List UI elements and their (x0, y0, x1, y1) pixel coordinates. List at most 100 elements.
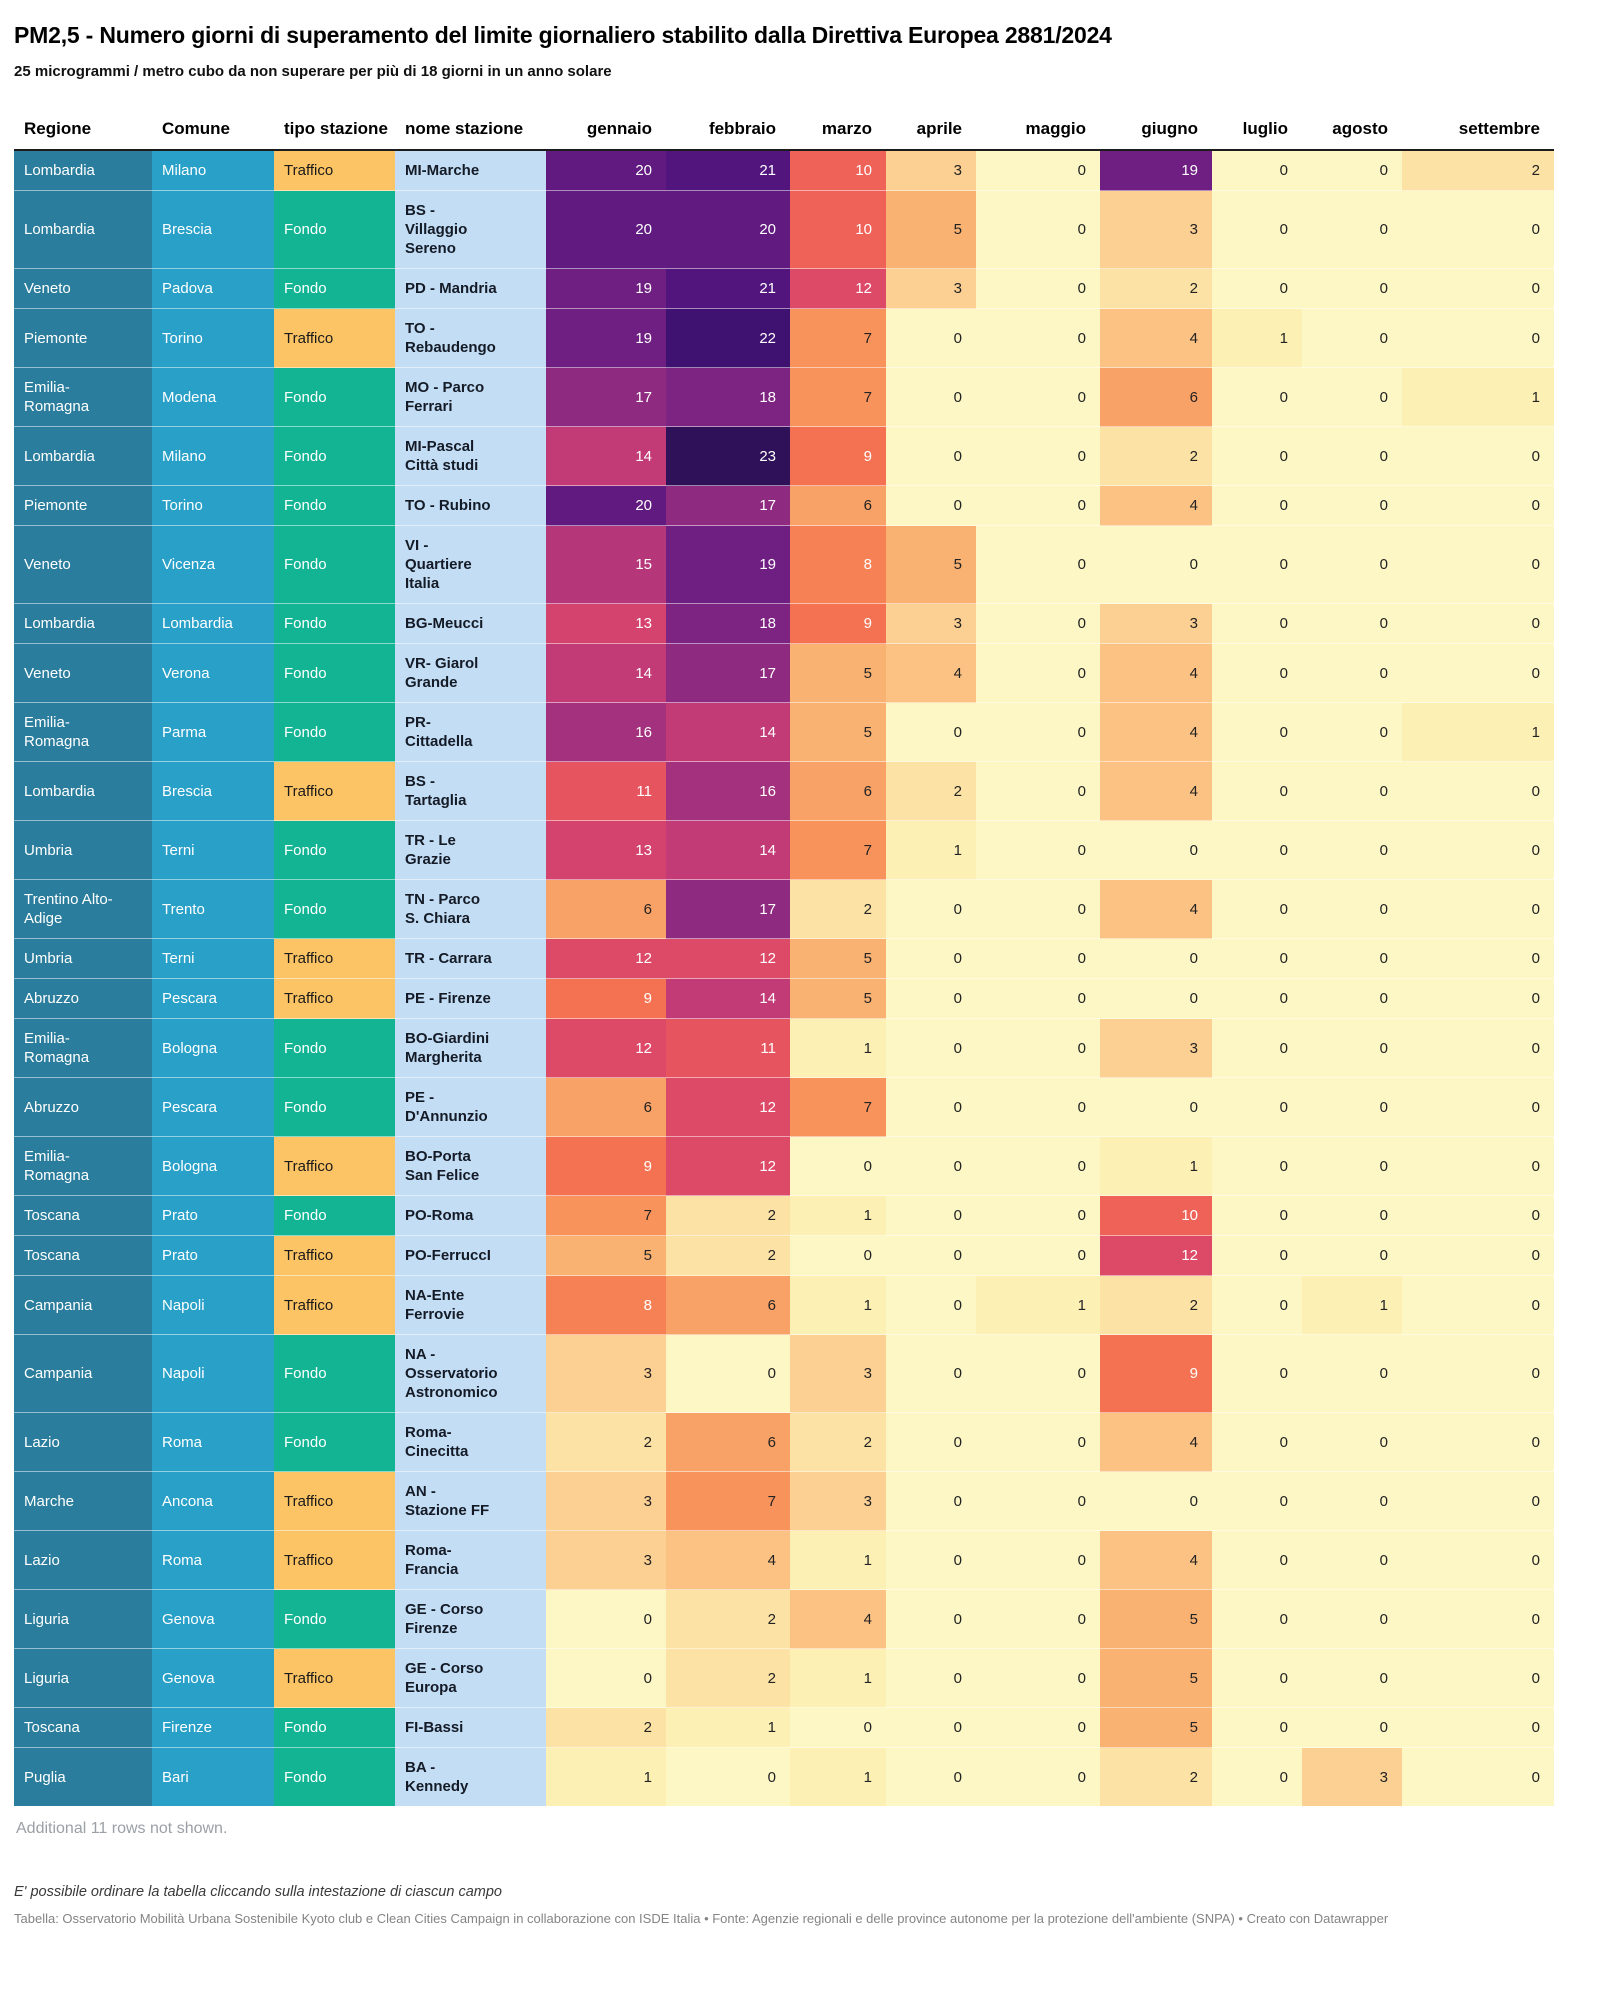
cell-giugno: 4 (1100, 761, 1212, 821)
cell-settembre: 0 (1402, 485, 1554, 526)
cell-settembre: 0 (1402, 1275, 1554, 1335)
cell-maggio: 0 (976, 1412, 1100, 1472)
cell-nome-stazione: BO-Porta San Felice (395, 1136, 546, 1196)
cell-agosto: 0 (1302, 268, 1402, 309)
cell-aprile: 3 (886, 603, 976, 644)
cell-maggio: 0 (976, 367, 1100, 427)
column-header-maggio[interactable]: maggio (976, 114, 1100, 151)
cell-agosto: 0 (1302, 1136, 1402, 1196)
cell-gennaio: 13 (546, 603, 666, 644)
cell-gennaio: 6 (546, 879, 666, 939)
cell-agosto: 0 (1302, 308, 1402, 368)
cell-tipo-stazione: Traffico (274, 1235, 395, 1276)
cell-maggio: 0 (976, 1530, 1100, 1590)
column-header-regione[interactable]: Regione (14, 114, 152, 151)
cell-febbraio: 2 (666, 1589, 790, 1649)
cell-aprile: 0 (886, 1235, 976, 1276)
cell-tipo-stazione: Fondo (274, 1077, 395, 1137)
cell-febbraio: 14 (666, 702, 790, 762)
cell-settembre: 0 (1402, 978, 1554, 1019)
cell-regione: Liguria (14, 1648, 152, 1708)
cell-comune: Milano (152, 426, 274, 486)
cell-maggio: 0 (976, 1707, 1100, 1748)
table-row: Trentino Alto-Adige Trento Fondo TN - Parco… (14, 879, 1554, 939)
cell-giugno: 0 (1100, 820, 1212, 880)
cell-tipo-stazione: Fondo (274, 525, 395, 604)
column-header-aprile[interactable]: aprile (886, 114, 976, 151)
cell-nome-stazione: MI-Marche (395, 150, 546, 191)
table-row: Lombardia Lombardia Fondo BG-Meucci 13 18 9 3 0 3… (14, 603, 1554, 644)
column-header-febbraio[interactable]: febbraio (666, 114, 790, 151)
cell-gennaio: 12 (546, 1018, 666, 1078)
cell-settembre: 0 (1402, 1471, 1554, 1531)
cell-settembre: 0 (1402, 525, 1554, 604)
cell-gennaio: 2 (546, 1412, 666, 1472)
column-header-comune[interactable]: Comune (152, 114, 274, 151)
table-row: Veneto Verona Fondo VR- Giarol Grande 14 17 5 4… (14, 643, 1554, 703)
column-header-gennaio[interactable]: gennaio (546, 114, 666, 151)
cell-luglio: 0 (1212, 1195, 1302, 1236)
column-header-nome[interactable]: nome stazione (395, 114, 546, 151)
cell-giugno: 3 (1100, 190, 1212, 269)
column-header-marzo[interactable]: marzo (790, 114, 886, 151)
cell-agosto: 0 (1302, 978, 1402, 1019)
cell-regione: Trentino Alto-Adige (14, 879, 152, 939)
cell-febbraio: 21 (666, 150, 790, 191)
cell-gennaio: 20 (546, 190, 666, 269)
page-subtitle: 25 microgrammi / metro cubo da non super… (14, 63, 612, 80)
cell-settembre: 0 (1402, 1707, 1554, 1748)
cell-febbraio: 23 (666, 426, 790, 486)
cell-febbraio: 21 (666, 268, 790, 309)
cell-gennaio: 8 (546, 1275, 666, 1335)
cell-regione: Lombardia (14, 150, 152, 191)
cell-febbraio: 19 (666, 525, 790, 604)
cell-tipo-stazione: Traffico (274, 1471, 395, 1531)
cell-maggio: 0 (976, 485, 1100, 526)
cell-agosto: 0 (1302, 1195, 1402, 1236)
cell-maggio: 0 (976, 702, 1100, 762)
cell-febbraio: 7 (666, 1471, 790, 1531)
table-row: Toscana Prato Fondo PO-Roma 7 2 1 0 0 10 0 0 0 (14, 1195, 1554, 1236)
cell-maggio: 0 (976, 643, 1100, 703)
table-row: Lombardia Brescia Fondo BS - Villaggio Sere… (14, 190, 1554, 269)
cell-agosto: 0 (1302, 1077, 1402, 1137)
cell-gennaio: 17 (546, 367, 666, 427)
column-header-settembre[interactable]: settembre (1402, 114, 1554, 151)
cell-marzo: 0 (790, 1235, 886, 1276)
column-header-tipo[interactable]: tipo stazione (274, 114, 395, 151)
cell-maggio: 0 (976, 150, 1100, 191)
column-header-giugno[interactable]: giugno (1100, 114, 1212, 151)
cell-agosto: 0 (1302, 1530, 1402, 1590)
cell-gennaio: 15 (546, 525, 666, 604)
column-header-agosto[interactable]: agosto (1302, 114, 1402, 151)
cell-tipo-stazione: Fondo (274, 820, 395, 880)
table-row: Toscana Firenze Fondo FI-Bassi 2 1 0 0 0 5 0 0 0 (14, 1707, 1554, 1748)
cell-tipo-stazione: Fondo (274, 485, 395, 526)
table-row: Umbria Terni Traffico TR - Carrara 12 12 5 0 0 0 0… (14, 938, 1554, 979)
cell-settembre: 0 (1402, 1530, 1554, 1590)
cell-maggio: 0 (976, 1648, 1100, 1708)
cell-luglio: 0 (1212, 190, 1302, 269)
cell-comune: Vicenza (152, 525, 274, 604)
cell-febbraio: 17 (666, 643, 790, 703)
table-row: Campania Napoli Fondo NA - Osservatorio Ast… (14, 1334, 1554, 1413)
table-row: Veneto Vicenza Fondo VI - Quartiere Italia 1… (14, 525, 1554, 604)
cell-agosto: 0 (1302, 150, 1402, 191)
cell-agosto: 0 (1302, 525, 1402, 604)
cell-regione: Emilia-Romagna (14, 1018, 152, 1078)
cell-luglio: 0 (1212, 1136, 1302, 1196)
cell-comune: Firenze (152, 1707, 274, 1748)
cell-regione: Abruzzo (14, 978, 152, 1019)
cell-gennaio: 9 (546, 978, 666, 1019)
cell-febbraio: 2 (666, 1195, 790, 1236)
pm25-table: Regione Comune tipo stazione nome stazione g… (14, 114, 1554, 1806)
cell-comune: Brescia (152, 190, 274, 269)
cell-febbraio: 4 (666, 1530, 790, 1590)
cell-giugno: 4 (1100, 702, 1212, 762)
cell-regione: Lazio (14, 1412, 152, 1472)
cell-agosto: 0 (1302, 820, 1402, 880)
cell-marzo: 7 (790, 1077, 886, 1137)
column-header-luglio[interactable]: luglio (1212, 114, 1302, 151)
cell-maggio: 0 (976, 268, 1100, 309)
cell-nome-stazione: BO-Giardini Margherita (395, 1018, 546, 1078)
